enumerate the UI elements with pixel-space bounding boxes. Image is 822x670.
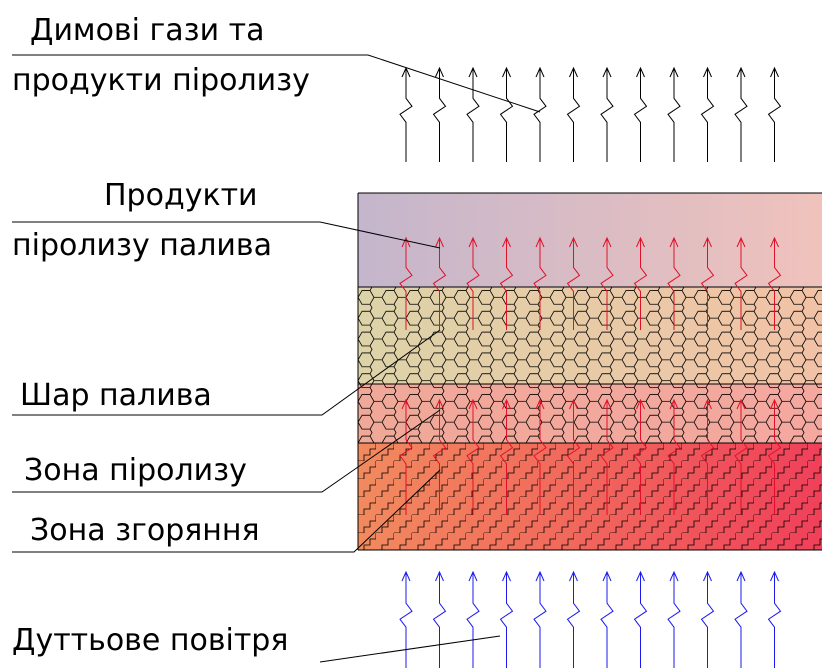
label-fuel-layer: Шар палива (20, 378, 212, 413)
pyrolysis-arrow-icon (667, 236, 681, 330)
pyrolysis-arrow-icon (466, 398, 480, 515)
pyrolysis-arrow-icon (499, 398, 514, 515)
flue-gas-arrow-icon (499, 66, 514, 162)
blast-air-arrow-icon (734, 570, 748, 668)
flue-gas-arrows (399, 66, 782, 162)
blast-air-arrow-icon (399, 570, 413, 668)
flue-gas-arrow-icon (533, 66, 547, 162)
blast-air-arrow-icon (466, 570, 480, 668)
label-blast-air: Дуттьове повітря (12, 623, 288, 658)
blast-air-arrow-icon (499, 570, 514, 668)
pyrolysis-arrow-icon (533, 236, 547, 330)
pyrolysis-arrow-icon (600, 236, 614, 330)
leader-lines (12, 54, 541, 663)
products-zone (358, 193, 822, 287)
pyrolysis-arrow-icon (600, 398, 614, 515)
leader-combustion-zone (12, 469, 441, 553)
pyrolysis-arrow-icon (700, 236, 715, 330)
flue-gas-arrow-icon (767, 66, 782, 162)
label-pyrolysis-products-line2: піролизу палива (12, 228, 272, 263)
pyrolysis-arrow-icon (667, 398, 681, 515)
pyrolysis-arrow-icon (633, 398, 648, 515)
labels: Димові гази та продукти піролизу Продукт… (12, 13, 310, 658)
flue-gas-arrow-icon (700, 66, 715, 162)
pyrolysis-arrow-icon (700, 398, 715, 515)
pyrolysis-arrow-icon (767, 398, 782, 515)
flue-gas-arrow-icon (399, 66, 413, 162)
blast-air-arrow-icon (566, 570, 581, 668)
fuel-layer-hatch (358, 287, 822, 384)
leader-blast-air (319, 635, 501, 663)
blast-air-arrow-icon (667, 570, 681, 668)
pyrolysis-arrow-icon (533, 398, 547, 515)
label-flue-gas-line2: продукти піролизу (12, 63, 310, 98)
blast-air-arrow-icon (533, 570, 547, 668)
pyrolysis-arrow-icon (432, 236, 447, 330)
blast-air-arrow-icon (767, 570, 782, 668)
pyrolysis-arrow-icon (432, 398, 447, 515)
leader-pyrolysis-products (12, 221, 441, 249)
pyrolysis-arrow-icon (633, 236, 648, 330)
blast-air-arrow-icon (600, 570, 614, 668)
pyrolysis-arrow-icon (734, 398, 748, 515)
pyrolysis-arrow-icon (767, 236, 782, 330)
leader-pyrolysis-zone (12, 409, 441, 493)
flue-gas-arrow-icon (633, 66, 648, 162)
pyrolysis-zone-hatch (358, 384, 822, 443)
blast-air-arrow-icon (633, 570, 648, 668)
pyrolysis-product-arrows (399, 236, 782, 515)
blast-air-arrow-icon (700, 570, 715, 668)
label-flue-gas-line1: Димові гази та (30, 13, 264, 48)
pyrolysis-arrow-icon (566, 236, 581, 330)
flue-gas-arrow-icon (734, 66, 748, 162)
combustion-zone-hatch (358, 443, 822, 550)
leader-fuel-layer (12, 329, 441, 416)
label-combustion-zone: Зона згоряння (30, 513, 260, 548)
pyrolysis-arrow-icon (466, 236, 480, 330)
pyrolysis-arrow-icon (399, 236, 413, 330)
flue-gas-arrow-icon (466, 66, 480, 162)
leader-flue-gas (12, 54, 541, 113)
pyrolysis-arrow-icon (499, 236, 514, 330)
label-pyrolysis-products-line1: Продукти (104, 178, 258, 213)
pyrolysis-arrow-icon (734, 236, 748, 330)
pyrolysis-arrow-icon (566, 398, 581, 515)
layer-stack (357, 192, 822, 551)
label-pyrolysis-zone: Зона піролизу (24, 453, 247, 488)
flue-gas-arrow-icon (667, 66, 681, 162)
blast-air-arrows (399, 570, 782, 668)
blast-air-arrow-icon (432, 570, 447, 668)
flue-gas-arrow-icon (566, 66, 581, 162)
flue-gas-arrow-icon (432, 66, 447, 162)
flue-gas-arrow-icon (600, 66, 614, 162)
